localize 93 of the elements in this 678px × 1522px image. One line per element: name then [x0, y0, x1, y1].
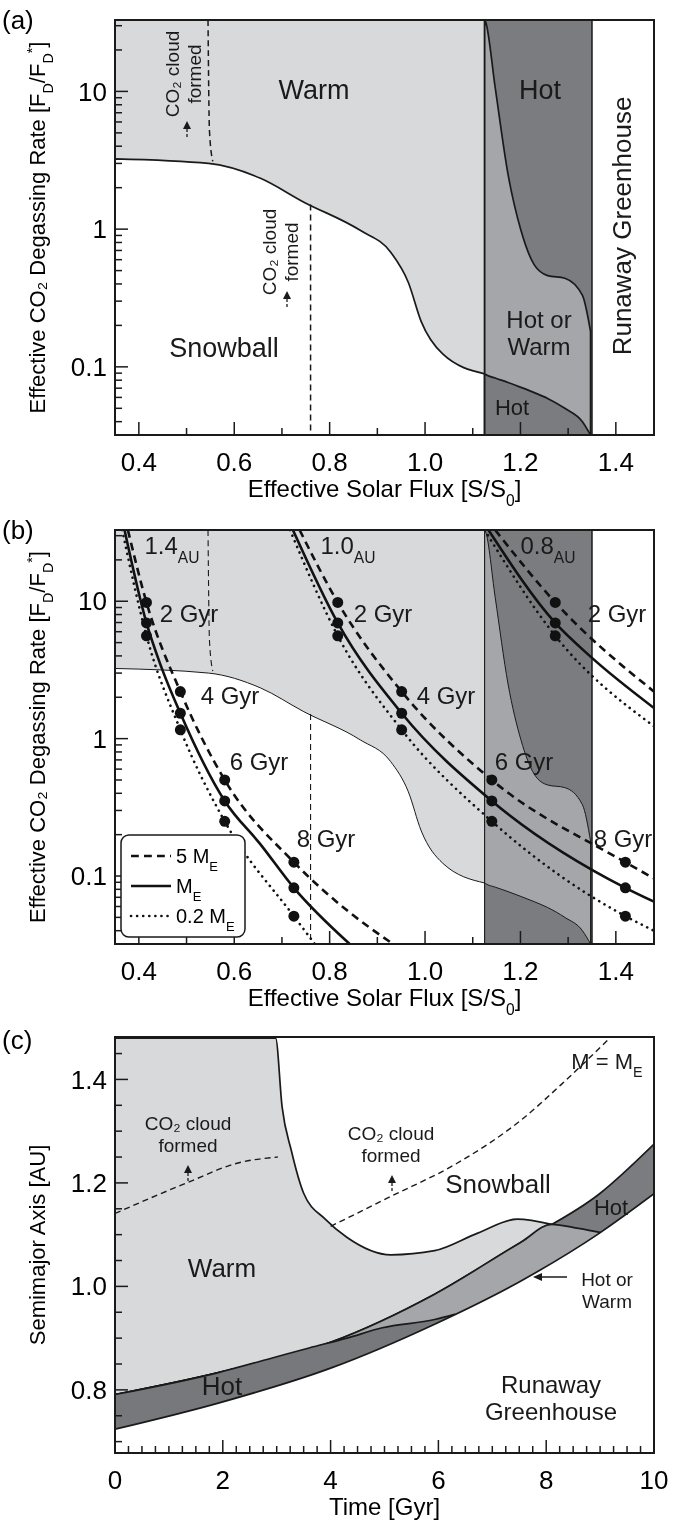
chart-title: (b)	[2, 515, 34, 546]
point	[219, 795, 231, 807]
point	[396, 686, 408, 698]
x-tick-label: 1.2	[502, 956, 539, 986]
x-tick-label: 1.0	[406, 447, 444, 477]
point	[140, 617, 152, 629]
y-tick-label: 1.4	[70, 1064, 107, 1095]
annotation: Runaway Greenhouse	[484, 1370, 618, 1426]
annotation: Hot or Warm	[581, 1268, 634, 1312]
y-axis-title: Semimajor Axis [AU]	[24, 1144, 50, 1346]
y-tick-label: 0.8	[70, 1374, 107, 1405]
x-tick-label: 8	[538, 1465, 554, 1495]
x-tick-label: 6	[431, 1465, 446, 1495]
point	[174, 724, 186, 736]
annotation: 1.4$_{AU}$	[144, 532, 200, 566]
y-tick-label: 1	[92, 214, 107, 245]
x-tick-label: 0	[107, 1465, 123, 1495]
annotation: Hot	[494, 394, 530, 420]
x-tick-label: 0.6	[216, 956, 253, 986]
x-axis-title: Effective Solar Flux [S/S$_{0}$]	[247, 475, 522, 509]
annotation: Warm	[187, 1253, 257, 1284]
point	[288, 882, 300, 894]
y-tick-label: 1.2	[70, 1168, 107, 1199]
y-tick-label: 0.1	[70, 861, 107, 892]
annotation: 4 Gyr	[200, 682, 260, 710]
annotation: Snowball	[169, 333, 279, 364]
point	[219, 815, 231, 827]
annotation: CO₂ cloud formed	[161, 30, 205, 118]
point	[486, 815, 498, 827]
point	[549, 617, 561, 629]
point	[619, 856, 631, 868]
point	[486, 774, 498, 786]
x-tick-label: 1.4	[597, 447, 634, 477]
annotation: Runaway Greenhouse	[607, 96, 638, 356]
x-tick-label: 4	[323, 1465, 338, 1495]
point	[396, 724, 408, 736]
annotation: Hot or Warm	[506, 305, 572, 361]
x-tick-label: 0.4	[120, 956, 157, 986]
annotation: CO₂ cloud formed	[347, 1122, 435, 1166]
legend-label: 0.2 M$_{E}$	[176, 905, 236, 934]
annotation: 1.0$_{AU}$	[320, 532, 376, 566]
point	[332, 630, 344, 642]
point	[332, 617, 344, 629]
chart-title: (c)	[2, 1025, 33, 1056]
x-tick-label: 0.4	[120, 447, 157, 477]
y-tick-label: 1	[92, 723, 107, 754]
x-tick-label: 0.8	[311, 956, 348, 986]
annotation: 6 Gyr	[494, 748, 554, 776]
legend-label: M$_{E}$	[176, 875, 202, 904]
x-tick-label: 10	[639, 1465, 669, 1495]
annotation: Snowball	[445, 1169, 551, 1200]
point	[174, 686, 186, 698]
x-axis-title: Time [Gyr]	[328, 1493, 441, 1520]
annotation: 8 Gyr	[593, 825, 653, 853]
x-tick-label: 1.4	[597, 956, 634, 986]
annotation: M = M$_{E}$	[571, 1048, 643, 1080]
y-tick-label: 1.0	[70, 1271, 107, 1302]
annotation: 2 Gyr	[159, 600, 219, 628]
y-tick-label: 10	[78, 586, 107, 617]
point	[396, 707, 408, 719]
x-tick-label: 1.2	[502, 447, 539, 477]
x-tick-label: 2	[215, 1465, 231, 1495]
point	[619, 910, 631, 922]
point	[140, 596, 152, 608]
point	[288, 910, 300, 922]
y-tick-label: 0.1	[70, 351, 107, 382]
annotation: Hot	[518, 75, 562, 106]
point	[619, 882, 631, 894]
point	[288, 856, 300, 868]
annotation: 8 Gyr	[296, 825, 356, 853]
point	[549, 596, 561, 608]
annotation: 6 Gyr	[229, 748, 289, 776]
legend-label: 5 M$_{E}$	[176, 845, 219, 874]
y-tick-label: 10	[78, 76, 107, 107]
annotation: CO₂ cloud formed	[144, 1112, 232, 1156]
x-tick-label: 1.0	[406, 956, 444, 986]
x-tick-label: 0.8	[311, 447, 348, 477]
point	[140, 630, 152, 642]
annotation: Hot	[593, 1194, 629, 1220]
point	[549, 630, 561, 642]
annotation: 4 Gyr	[416, 682, 476, 710]
point	[486, 795, 498, 807]
annotation: CO₂ cloud formed	[258, 208, 302, 296]
annotation: 0.8$_{AU}$	[520, 532, 576, 566]
annotation: Warm	[278, 75, 350, 106]
x-tick-label: 0.6	[216, 447, 253, 477]
chart-title: (a)	[2, 5, 34, 36]
point	[219, 774, 231, 786]
point	[332, 596, 344, 608]
annotation: 2 Gyr	[353, 600, 413, 628]
annotation: Hot	[201, 1371, 243, 1402]
x-axis-title: Effective Solar Flux [S/S$_{0}$]	[247, 984, 522, 1018]
point	[174, 707, 186, 719]
